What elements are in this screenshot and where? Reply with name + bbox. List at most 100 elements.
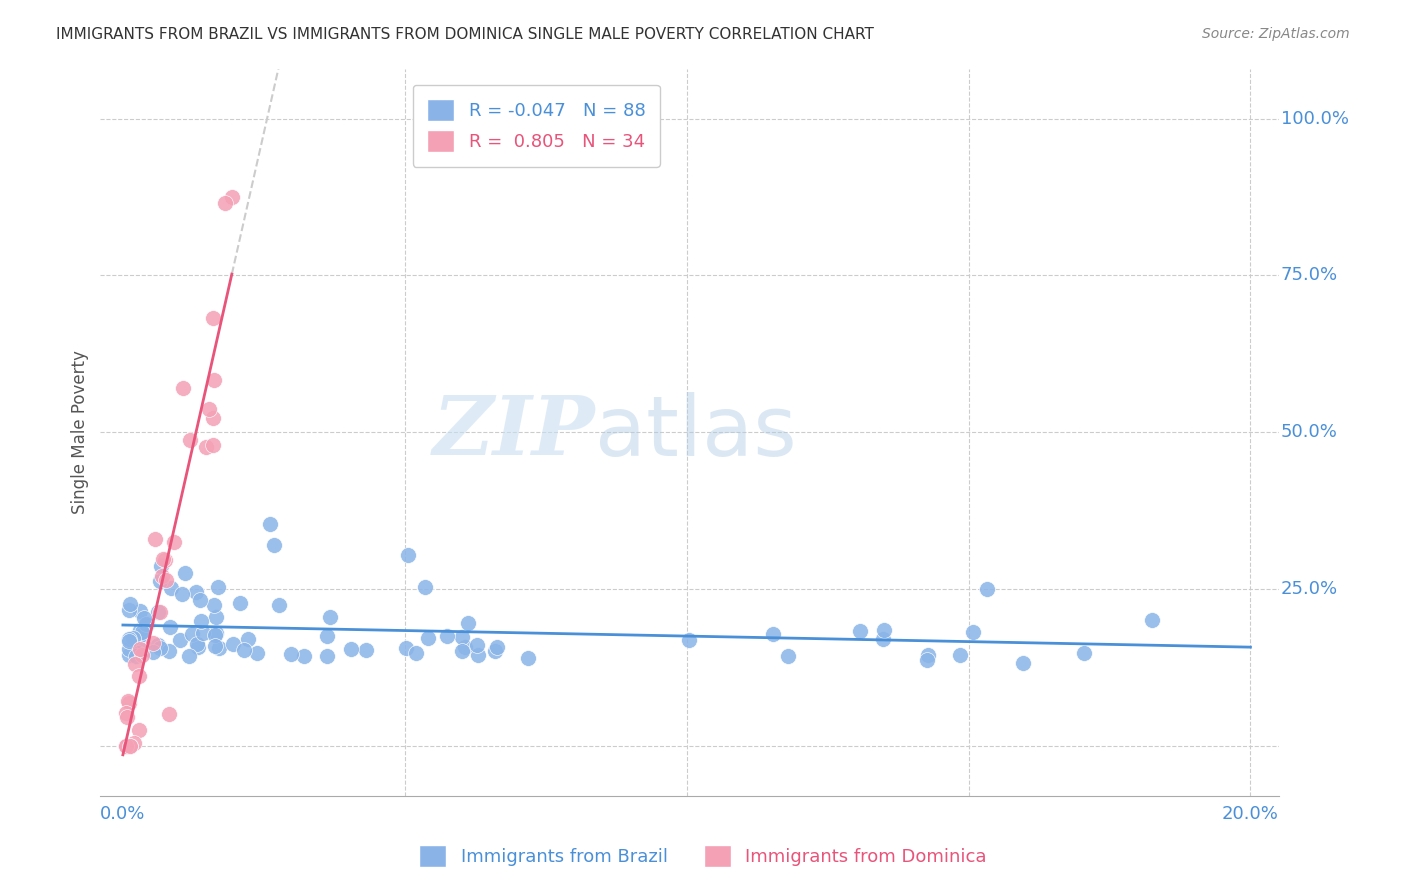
Point <box>316 629 339 643</box>
Text: 100.0%: 100.0% <box>1281 110 1348 128</box>
Text: IMMIGRANTS FROM BRAZIL VS IMMIGRANTS FROM DOMINICA SINGLE MALE POVERTY CORRELATI: IMMIGRANTS FROM BRAZIL VS IMMIGRANTS FRO… <box>56 27 875 42</box>
Point <box>319 609 342 624</box>
Legend: R = -0.047   N = 88, R =  0.805   N = 34: R = -0.047 N = 88, R = 0.805 N = 34 <box>413 85 659 167</box>
Point <box>267 599 290 613</box>
Point <box>115 710 138 724</box>
Point <box>221 190 243 204</box>
Point <box>128 668 150 682</box>
Point <box>1140 613 1163 627</box>
Point <box>454 640 477 654</box>
Legend: Immigrants from Brazil, Immigrants from Dominica: Immigrants from Brazil, Immigrants from … <box>412 838 994 874</box>
Point <box>122 736 145 750</box>
Point <box>142 635 165 649</box>
Point <box>467 638 489 652</box>
Point <box>776 648 799 663</box>
Point <box>181 627 204 641</box>
Point <box>762 626 785 640</box>
Point <box>127 646 149 660</box>
Point <box>146 605 169 619</box>
Point <box>169 632 191 647</box>
Point <box>202 373 225 387</box>
Point <box>356 643 378 657</box>
Point <box>136 617 159 632</box>
Point <box>678 632 700 647</box>
Point <box>114 706 136 720</box>
Point <box>159 619 181 633</box>
Point <box>132 611 155 625</box>
Point <box>202 438 225 452</box>
Point <box>418 632 440 646</box>
Point <box>873 623 896 637</box>
Point <box>179 434 201 448</box>
Point <box>245 646 267 660</box>
Point <box>117 632 139 646</box>
Point <box>485 640 508 654</box>
Point <box>457 616 479 631</box>
Point <box>155 553 177 567</box>
Point <box>117 642 139 657</box>
Point <box>134 617 156 632</box>
Point <box>917 648 939 662</box>
Point <box>232 643 254 657</box>
Point <box>146 638 169 652</box>
Text: 75.0%: 75.0% <box>1281 267 1339 285</box>
Point <box>436 629 458 643</box>
Text: Source: ZipAtlas.com: Source: ZipAtlas.com <box>1202 27 1350 41</box>
Point <box>214 196 236 211</box>
Point <box>159 581 181 595</box>
Point <box>451 630 474 644</box>
Point <box>118 597 141 611</box>
Point <box>173 566 195 580</box>
Point <box>149 559 172 574</box>
Point <box>259 516 281 531</box>
Point <box>201 410 224 425</box>
Point <box>124 657 146 672</box>
Point <box>142 645 165 659</box>
Point <box>118 739 141 753</box>
Text: 50.0%: 50.0% <box>1281 423 1339 442</box>
Point <box>115 739 138 753</box>
Point <box>188 592 211 607</box>
Point <box>263 538 285 552</box>
Point <box>194 440 217 454</box>
Point <box>962 625 984 640</box>
Point <box>118 634 141 648</box>
Point <box>204 639 226 653</box>
Point <box>118 696 141 710</box>
Point <box>152 569 174 583</box>
Point <box>132 626 155 640</box>
Point <box>517 650 540 665</box>
Point <box>208 641 231 656</box>
Point <box>115 739 138 753</box>
Point <box>340 641 363 656</box>
Point <box>229 596 252 610</box>
Point <box>198 401 221 416</box>
Point <box>405 647 427 661</box>
Point <box>163 535 186 549</box>
Point <box>849 624 872 638</box>
Point <box>236 632 259 647</box>
Point <box>202 599 225 613</box>
Point <box>976 582 998 596</box>
Point <box>179 648 201 663</box>
Point <box>204 628 226 642</box>
Point <box>396 549 419 563</box>
Point <box>128 641 150 656</box>
Y-axis label: Single Male Poverty: Single Male Poverty <box>72 351 89 514</box>
Point <box>413 581 436 595</box>
Point <box>917 653 939 667</box>
Point <box>872 632 894 646</box>
Text: 25.0%: 25.0% <box>1281 580 1339 598</box>
Point <box>143 533 166 547</box>
Point <box>451 644 474 658</box>
Point <box>157 643 180 657</box>
Point <box>170 587 193 601</box>
Point <box>131 624 153 639</box>
Point <box>1073 646 1095 660</box>
Point <box>222 637 245 651</box>
Point <box>128 723 150 737</box>
Point <box>118 602 141 616</box>
Point <box>280 647 302 661</box>
Point <box>132 637 155 651</box>
Text: atlas: atlas <box>595 392 797 473</box>
